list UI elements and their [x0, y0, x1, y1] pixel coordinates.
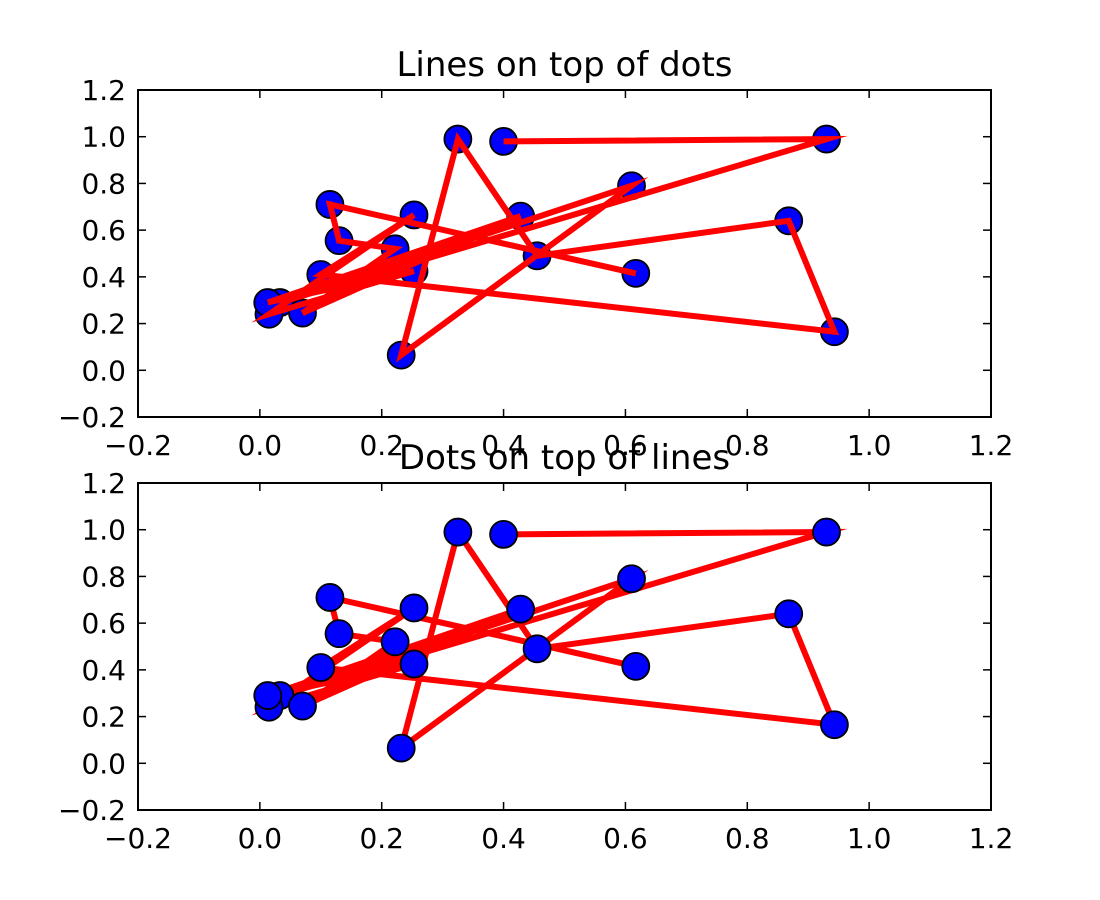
ticks: −0.2 0.0 0.2 0.4 0.6 0.8 1.0 1.2 −0.2 0.0 0.2 0.4 0.…: [58, 467, 1013, 855]
x-tick-label: −0.2: [104, 429, 172, 462]
x-tick-label: 0.4: [481, 822, 526, 855]
y-tick-label: 0.0: [81, 354, 126, 387]
data-point: [774, 599, 804, 629]
data-point: [399, 649, 429, 679]
x-tick-label: 1.2: [969, 429, 1014, 462]
x-tick-label: 0.8: [725, 429, 770, 462]
y-tick-label: 0.6: [81, 214, 126, 247]
data-point: [617, 564, 646, 594]
data-point: [506, 594, 536, 624]
data-point: [253, 681, 283, 710]
y-tick-label: −0.2: [58, 794, 126, 827]
data-point: [820, 710, 849, 740]
y-tick-label: 0.6: [81, 607, 126, 640]
x-tick-label: 0.4: [481, 429, 526, 462]
data-point: [812, 517, 841, 547]
y-tick-label: 0.4: [81, 654, 126, 687]
y-tick-label: 1.0: [81, 121, 126, 154]
data-point: [522, 634, 552, 664]
series-markers: [253, 517, 849, 763]
axes-frame: [137, 89, 992, 418]
x-tick-label: 1.0: [847, 429, 892, 462]
x-tick-label: −0.2: [104, 822, 172, 855]
y-tick-label: 1.2: [81, 467, 126, 500]
y-tick-label: 0.8: [81, 167, 126, 200]
data-point: [489, 519, 518, 549]
y-tick-label: 0.2: [81, 308, 126, 341]
chart-1: −0.2 0.0 0.2 0.4 0.6 0.8 1.0 1.2 −0.2 0.0 0.2 0.4 0.…: [58, 45, 1013, 462]
series-line: [251, 131, 848, 363]
x-tick-label: 0.6: [603, 429, 648, 462]
x-tick-label: 0.2: [359, 822, 404, 855]
data-point: [306, 653, 336, 682]
y-tick-label: 1.2: [81, 74, 126, 107]
x-tick-label: 0.6: [603, 822, 648, 855]
data-point: [399, 593, 429, 623]
y-tick-label: 0.0: [81, 747, 126, 780]
x-tick-label: 1.2: [969, 822, 1014, 855]
ticks: −0.2 0.0 0.2 0.4 0.6 0.8 1.0 1.2 −0.2 0.0 0.2 0.4 0.…: [58, 74, 1013, 462]
data-point: [621, 651, 651, 681]
x-tick-label: 0.2: [359, 429, 404, 462]
data-point: [380, 627, 410, 657]
data-point: [315, 583, 345, 612]
axes-frame: [137, 482, 992, 811]
data-point: [324, 619, 354, 649]
data-point: [443, 517, 473, 547]
chart-2: −0.2 0.0 0.2 0.4 0.6 0.8 1.0 1.2 −0.2 0.0 0.2 0.4 0.…: [58, 438, 1013, 855]
y-tick-label: 1.0: [81, 514, 126, 547]
x-tick-label: 0.0: [238, 822, 283, 855]
data-point: [288, 691, 317, 721]
chart-title: Dots on top of lines: [399, 438, 730, 478]
chart-title: Lines on top of dots: [396, 45, 732, 85]
x-tick-label: 1.0: [847, 822, 892, 855]
y-tick-label: −0.2: [58, 401, 126, 434]
series-line: [251, 524, 848, 756]
data-point: [386, 733, 416, 763]
y-tick-label: 0.2: [81, 701, 126, 734]
x-tick-label: 0.8: [725, 822, 770, 855]
y-tick-label: 0.8: [81, 560, 126, 593]
x-tick-label: 0.0: [238, 429, 283, 462]
y-tick-label: 0.4: [81, 261, 126, 294]
